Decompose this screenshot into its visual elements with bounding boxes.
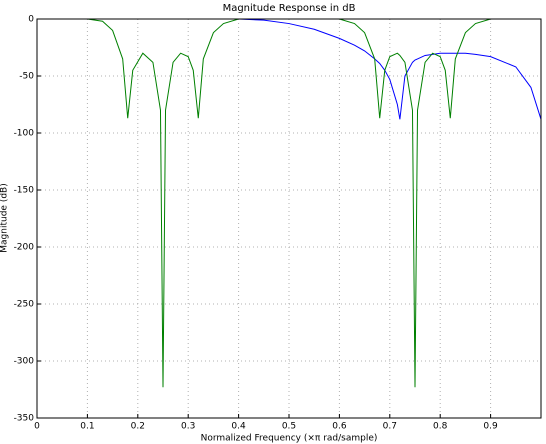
- x-tick-label: 0.2: [131, 422, 145, 432]
- x-tick-label: 0.4: [231, 422, 246, 432]
- x-tick-label: 0.6: [332, 422, 347, 432]
- y-tick-label: 0: [28, 15, 34, 25]
- x-tick-label: 0.5: [282, 422, 296, 432]
- y-tick-label: -300: [14, 357, 35, 367]
- x-tick-label: 0.7: [383, 422, 397, 432]
- x-tick-label: 0.1: [80, 422, 94, 432]
- y-tick-label: -250: [14, 300, 35, 310]
- x-tick-label: 0.9: [483, 422, 498, 432]
- chart-title: Magnitude Response in dB: [223, 3, 356, 14]
- plot-frame: [36, 18, 542, 419]
- y-tick-label: -150: [14, 186, 35, 196]
- y-tick-label: -50: [19, 72, 34, 82]
- y-tick-label: -200: [14, 243, 35, 253]
- y-tick-label: -350: [14, 414, 35, 424]
- y-axis-label: Magnitude (dB): [0, 183, 10, 252]
- x-axis-label: Normalized Frequency (×π rad/sample): [201, 434, 378, 444]
- x-tick-label: 0.8: [433, 422, 448, 432]
- y-tick-label: -100: [14, 129, 35, 139]
- x-tick-label: 0.3: [181, 422, 195, 432]
- x-tick-label: 0: [34, 422, 40, 432]
